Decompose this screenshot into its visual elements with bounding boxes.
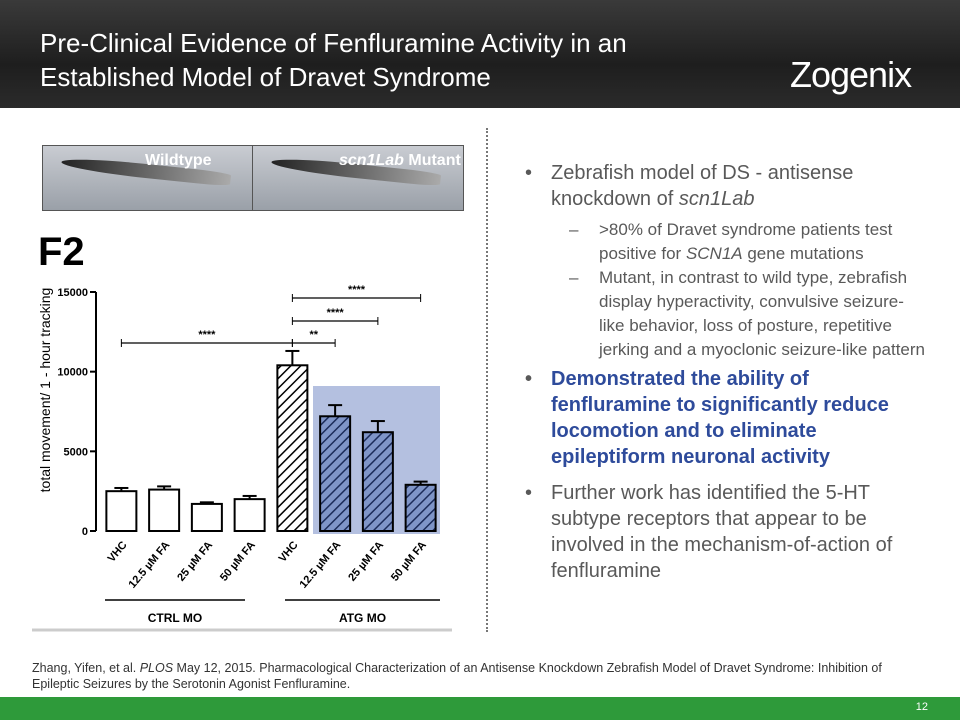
- text-run: >80% of Dravet syndrome patients test po…: [599, 220, 893, 263]
- y-tick-label: 10000: [57, 367, 88, 379]
- x-tick-label: 12.5 µM FA: [127, 539, 173, 590]
- image-label: Wildtype: [145, 152, 212, 170]
- text-run: Wildtype: [145, 152, 212, 169]
- x-tick-label: 12.5 µM FA: [298, 539, 344, 590]
- page-number: 12: [915, 701, 928, 713]
- citation: Zhang, Yifen, et al. PLOS May 12, 2015. …: [32, 660, 912, 692]
- bar: [276, 364, 309, 532]
- text-run: Mutant: [403, 152, 461, 169]
- bullet: Zebrafish model of DS - antisense knockd…: [525, 160, 925, 212]
- bar: [319, 415, 352, 532]
- y-axis-label: total movement/ 1 - hour tracking: [37, 288, 53, 493]
- significance-label: ****: [327, 307, 345, 319]
- text-run: Mutant, in contrast to wild type, zebraf…: [599, 268, 925, 359]
- significance-label: **: [309, 329, 318, 341]
- x-tick-label: 50 µM FA: [389, 539, 429, 583]
- text-run: scn1Lab: [339, 152, 404, 169]
- group-label: CTRL MO: [148, 611, 202, 625]
- x-tick-label: 25 µM FA: [175, 539, 215, 583]
- bullet: >80% of Dravet syndrome patients test po…: [525, 218, 925, 266]
- bullet: Mutant, in contrast to wild type, zebraf…: [525, 266, 925, 362]
- slide-title: Pre-Clinical Evidence of Fenfluramine Ac…: [40, 28, 627, 92]
- image-label: scn1Lab Mutant: [339, 152, 461, 170]
- separator: [486, 128, 488, 632]
- text-run: scn1Lab: [678, 188, 755, 210]
- bar: [105, 490, 138, 532]
- y-tick-label: 0: [82, 526, 88, 538]
- text-run: Zhang, Yifen, et al.: [32, 661, 140, 675]
- significance-label: ****: [198, 329, 216, 341]
- x-tick-label: 25 µM FA: [346, 539, 386, 583]
- text-run: Demonstrated the ability of fenfluramine…: [551, 368, 889, 468]
- y-tick-label: 15000: [57, 287, 88, 299]
- text-run: May 12, 2015. Pharmacological Characteri…: [32, 661, 882, 691]
- bar: [361, 431, 394, 532]
- bullet: Demonstrated the ability of fenfluramine…: [525, 366, 925, 470]
- text-run: Zebrafish model of DS - antisense knockd…: [551, 162, 854, 210]
- fish-image: scn1Lab Mutant: [252, 145, 464, 211]
- bar: [190, 502, 223, 532]
- text-run: Further work has identified the 5-HT sub…: [551, 482, 893, 582]
- header-bar: Pre-Clinical Evidence of Fenfluramine Ac…: [0, 0, 960, 108]
- bullet: Further work has identified the 5-HT sub…: [525, 480, 925, 584]
- text-run: SCN1A: [685, 244, 743, 263]
- x-tick-label: VHC: [277, 539, 301, 565]
- footer-bar: 12: [0, 697, 960, 720]
- bullet-list: Zebrafish model of DS - antisense knockd…: [525, 160, 925, 594]
- panel-label: F2: [38, 230, 85, 274]
- group-label: ATG MO: [339, 611, 386, 625]
- text-run: gene mutations: [742, 244, 864, 263]
- bar: [233, 498, 266, 532]
- x-tick-label: VHC: [106, 539, 130, 565]
- bar: [404, 483, 437, 532]
- logo: Zogenix: [790, 54, 912, 95]
- chart: F2 0 5000 10000 15000 total movement/ 1 - ho…: [32, 230, 452, 632]
- text-run: PLOS: [139, 661, 174, 675]
- y-tick-label: 5000: [64, 446, 88, 458]
- bar: [148, 488, 181, 532]
- significance-label: ****: [348, 284, 366, 296]
- fish-image: Wildtype: [42, 145, 254, 211]
- x-tick-label: 50 µM FA: [218, 539, 258, 583]
